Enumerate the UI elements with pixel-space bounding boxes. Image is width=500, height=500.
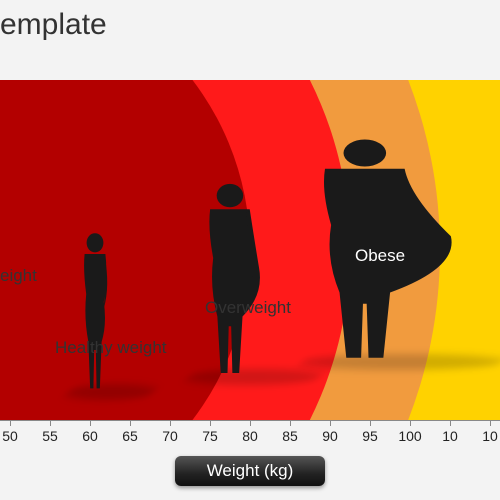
x-tick <box>50 420 51 426</box>
x-tick <box>10 420 11 426</box>
x-tick-label: 10 <box>482 428 498 444</box>
label-healthy: Healthy weight <box>55 338 167 358</box>
page-title: emplate <box>0 8 107 42</box>
x-tick-label: 65 <box>122 428 138 444</box>
x-tick-label: 100 <box>398 428 421 444</box>
x-tick <box>130 420 131 426</box>
x-tick-label: 55 <box>42 428 58 444</box>
x-tick <box>490 420 491 426</box>
bmi-chart: emplate eight Healthy weight Overweight Obe… <box>0 0 500 500</box>
label-obese: Obese <box>355 246 405 266</box>
x-tick <box>250 420 251 426</box>
chart-area: eight Healthy weight Overweight Obese <box>0 80 500 420</box>
x-tick-label: 95 <box>362 428 378 444</box>
x-tick <box>450 420 451 426</box>
x-tick <box>370 420 371 426</box>
x-tick-label: 60 <box>82 428 98 444</box>
label-underweight: eight <box>0 266 37 286</box>
label-overweight: Overweight <box>205 298 291 318</box>
x-tick <box>330 420 331 426</box>
x-tick <box>410 420 411 426</box>
x-tick-label: 80 <box>242 428 258 444</box>
x-tick-label: 70 <box>162 428 178 444</box>
x-tick <box>90 420 91 426</box>
x-tick <box>210 420 211 426</box>
x-tick-label: 50 <box>2 428 18 444</box>
x-tick-label: 85 <box>282 428 298 444</box>
x-tick <box>170 420 171 426</box>
x-tick-label: 10 <box>442 428 458 444</box>
healthy-figure <box>55 230 135 390</box>
x-tick <box>290 420 291 426</box>
x-tick-label: 75 <box>202 428 218 444</box>
x-axis-label: Weight (kg) <box>175 456 325 486</box>
x-tick-label: 90 <box>322 428 338 444</box>
